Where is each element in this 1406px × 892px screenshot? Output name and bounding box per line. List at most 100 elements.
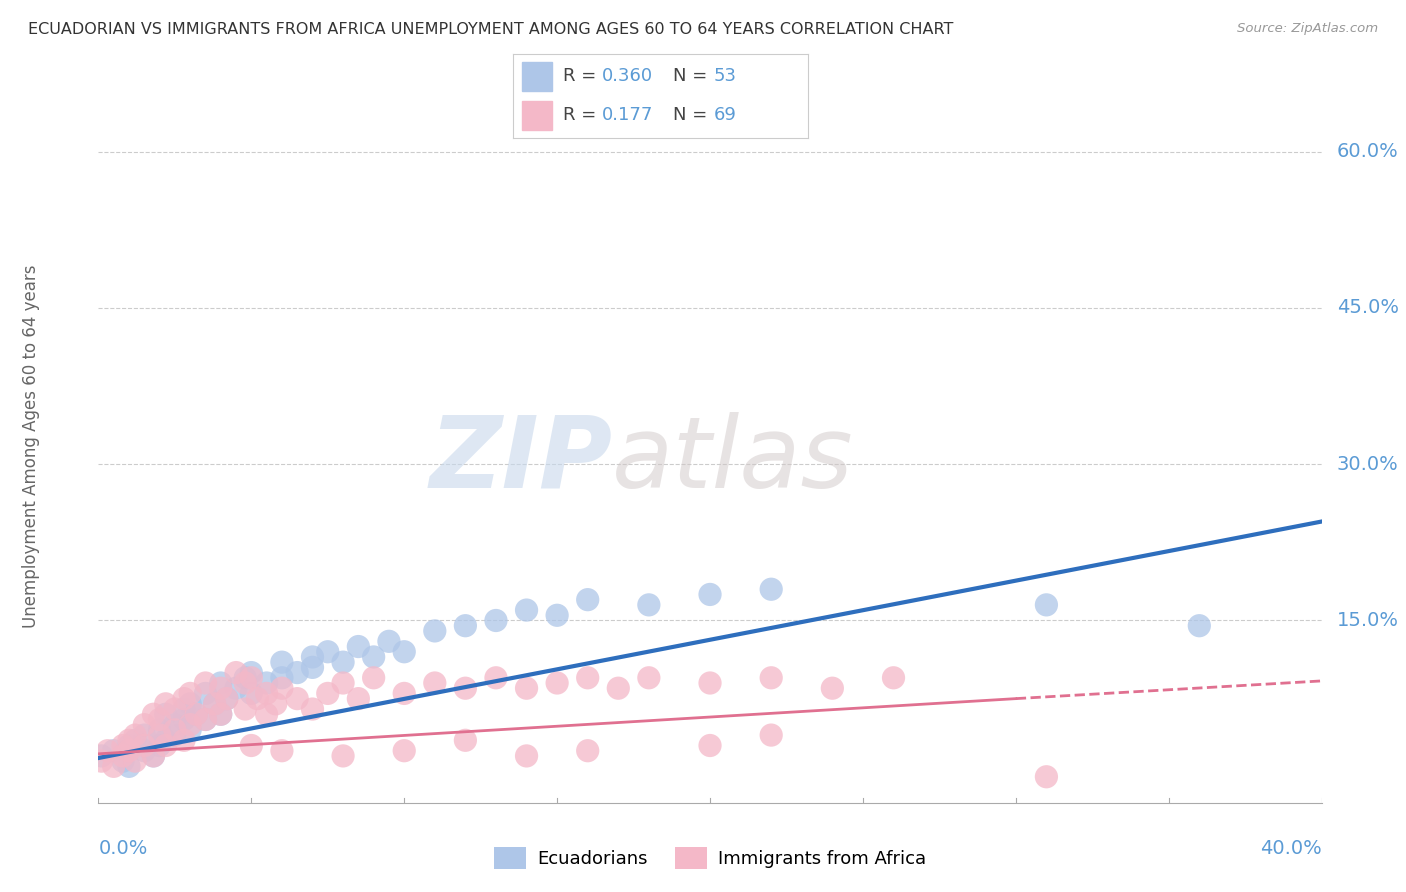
Point [111, 748, 134, 763]
Point [225, 665, 247, 680]
Point [179, 697, 201, 711]
Point [392, 686, 416, 700]
Point [332, 748, 354, 763]
Point [256, 676, 278, 690]
Point [134, 728, 156, 742]
Point [1188, 618, 1211, 632]
Point [155, 739, 177, 753]
Point [118, 759, 141, 773]
Point [423, 676, 446, 690]
Point [233, 702, 256, 716]
Point [155, 733, 177, 747]
Point [155, 707, 177, 722]
Point [149, 713, 172, 727]
Point [516, 681, 538, 696]
Point [485, 614, 508, 628]
Text: 40.0%: 40.0% [1260, 839, 1322, 858]
Point [347, 640, 370, 654]
Point [423, 624, 446, 638]
Text: 0.177: 0.177 [602, 106, 654, 124]
Point [124, 728, 146, 742]
Text: N =: N = [672, 106, 713, 124]
Point [194, 713, 217, 727]
Legend: Ecuadorians, Immigrants from Africa: Ecuadorians, Immigrants from Africa [486, 839, 934, 876]
Point [270, 744, 292, 758]
Point [209, 676, 232, 690]
Point [759, 671, 782, 685]
Text: Source: ZipAtlas.com: Source: ZipAtlas.com [1237, 22, 1378, 36]
Point [173, 713, 195, 727]
Point [1035, 770, 1057, 784]
Bar [522, 62, 551, 91]
Text: R =: R = [564, 106, 609, 124]
Point [204, 697, 226, 711]
Point [142, 748, 165, 763]
Text: N =: N = [672, 68, 713, 86]
Point [1035, 598, 1057, 612]
Point [246, 691, 269, 706]
Text: 69: 69 [714, 106, 737, 124]
Point [240, 671, 263, 685]
Point [179, 717, 201, 731]
Point [186, 707, 208, 722]
Point [194, 713, 217, 727]
Point [301, 702, 323, 716]
Point [134, 739, 156, 753]
Text: 30.0%: 30.0% [1337, 455, 1399, 474]
Point [759, 728, 782, 742]
Point [285, 691, 308, 706]
Point [264, 697, 287, 711]
Point [111, 754, 134, 768]
Point [233, 671, 256, 685]
Point [194, 676, 217, 690]
Point [209, 681, 232, 696]
Point [90, 748, 112, 763]
Point [699, 739, 721, 753]
Point [759, 582, 782, 597]
Point [607, 681, 630, 696]
Point [332, 655, 354, 669]
Point [215, 691, 238, 706]
Point [209, 707, 232, 722]
Point [516, 603, 538, 617]
Point [637, 671, 661, 685]
Point [142, 707, 165, 722]
Point [215, 691, 238, 706]
Point [883, 671, 905, 685]
Point [149, 739, 172, 753]
Point [118, 739, 141, 753]
Text: Unemployment Among Ages 60 to 64 years: Unemployment Among Ages 60 to 64 years [22, 264, 41, 628]
Point [256, 707, 278, 722]
Point [179, 686, 201, 700]
Text: ZIP: ZIP [429, 412, 612, 508]
Point [454, 618, 477, 632]
Text: 0.0%: 0.0% [98, 839, 148, 858]
Text: 0.360: 0.360 [602, 68, 652, 86]
Point [392, 744, 416, 758]
Point [285, 665, 308, 680]
Point [118, 733, 141, 747]
Point [163, 717, 186, 731]
Point [454, 733, 477, 747]
Point [392, 645, 416, 659]
Point [173, 691, 195, 706]
Point [485, 671, 508, 685]
Text: 45.0%: 45.0% [1337, 299, 1399, 318]
Point [576, 671, 599, 685]
Point [454, 681, 477, 696]
Point [118, 744, 141, 758]
Text: 15.0%: 15.0% [1337, 611, 1399, 630]
Point [204, 697, 226, 711]
Point [103, 744, 125, 758]
Point [270, 681, 292, 696]
Point [240, 665, 263, 680]
Point [179, 723, 201, 737]
Bar [522, 101, 551, 130]
Point [173, 702, 195, 716]
Point [155, 697, 177, 711]
Text: ECUADORIAN VS IMMIGRANTS FROM AFRICA UNEMPLOYMENT AMONG AGES 60 TO 64 YEARS CORR: ECUADORIAN VS IMMIGRANTS FROM AFRICA UNE… [28, 22, 953, 37]
Point [103, 759, 125, 773]
Point [347, 691, 370, 706]
Point [124, 733, 146, 747]
Point [576, 592, 599, 607]
